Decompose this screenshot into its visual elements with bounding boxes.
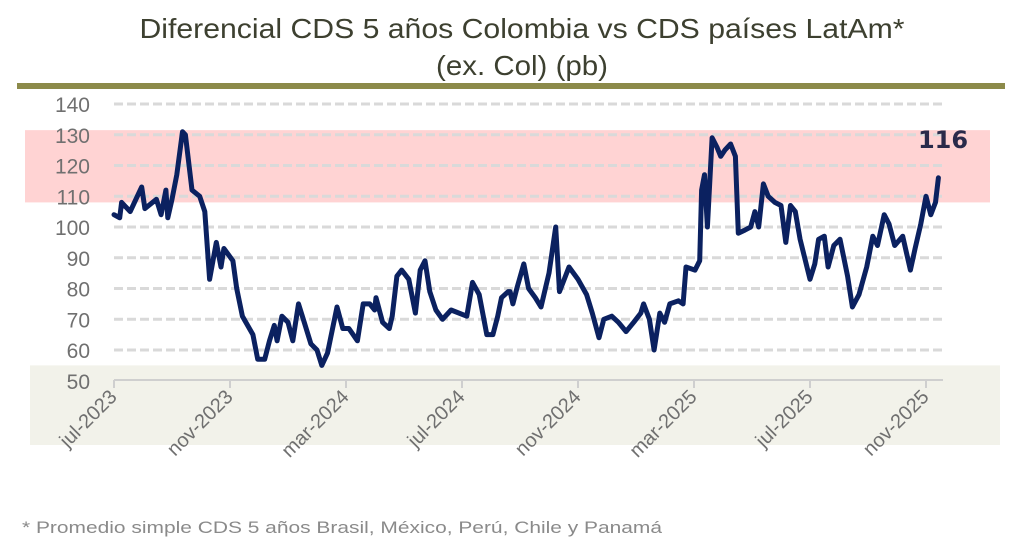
y-tick-label: 90 — [67, 248, 90, 271]
y-tick-label: 140 — [55, 94, 90, 117]
y-tick-label: 80 — [67, 279, 90, 302]
series-line — [111, 129, 941, 368]
last-value-label: 116 — [918, 126, 968, 154]
y-tick-label: 120 — [55, 156, 90, 179]
chart-subtitle: (ex. Col) (pb) — [436, 50, 608, 81]
low-band — [30, 365, 1000, 445]
y-tick-label: 100 — [55, 217, 90, 240]
y-tick-label: 70 — [67, 309, 90, 332]
y-tick-label: 50 — [67, 371, 90, 394]
y-tick-label: 130 — [55, 125, 90, 148]
y-tick-label: 110 — [57, 186, 90, 209]
y-tick-label: 60 — [67, 340, 90, 363]
footnote: * Promedio simple CDS 5 años Brasil, Méx… — [22, 518, 663, 537]
title-rule — [17, 83, 1005, 89]
chart-title: Diferencial CDS 5 años Colombia vs CDS p… — [140, 13, 905, 44]
